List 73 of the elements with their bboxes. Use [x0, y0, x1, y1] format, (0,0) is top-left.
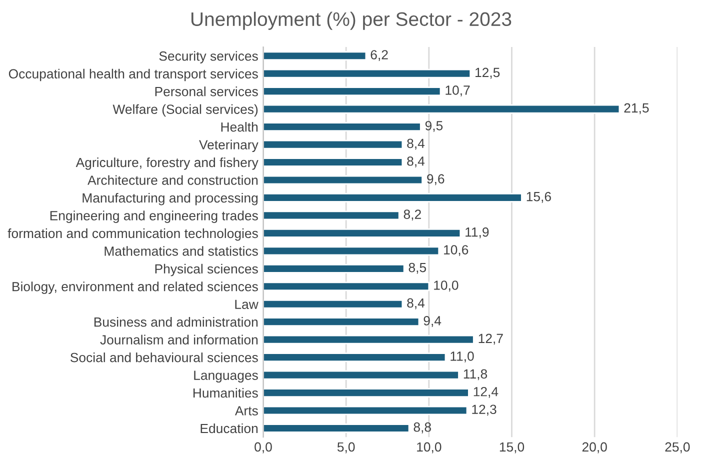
- y-tick-label: Health: [221, 122, 258, 132]
- data-label: 15,6: [526, 192, 551, 203]
- y-tick-label: Biology, environment and related sciences: [12, 282, 258, 294]
- bar: [263, 228, 462, 238]
- bar: [263, 104, 620, 114]
- bar: [263, 388, 470, 398]
- y-tick-label: Journalism and information: [100, 334, 258, 344]
- bar: [263, 282, 430, 292]
- bar: [263, 246, 440, 256]
- bar: [263, 175, 423, 185]
- y-tick-label: Personal services: [155, 86, 258, 96]
- data-label: 8,4: [407, 138, 425, 150]
- y-tick-label: Engineering and engineering trades: [50, 210, 258, 223]
- bar: [263, 193, 522, 202]
- data-label: 11,8: [464, 369, 488, 380]
- x-tick-label: 5,0: [337, 442, 355, 454]
- y-tick-label: Mathematics and statistics: [104, 246, 258, 256]
- data-label: 8,4: [407, 156, 425, 168]
- y-tick-label: Humanities: [193, 388, 258, 398]
- y-tick-label: Social and behavioural sciences: [70, 352, 258, 362]
- data-label: 12,3: [472, 404, 496, 416]
- y-tick-label: Architecture and construction: [88, 175, 258, 185]
- data-label: 8,4: [407, 298, 425, 310]
- data-label: 11,9: [466, 227, 489, 238]
- bar: [263, 264, 405, 274]
- bar: [263, 352, 446, 362]
- data-label: 10,0: [434, 280, 458, 292]
- data-label: 8,5: [408, 262, 426, 274]
- data-label: 11,0: [450, 352, 474, 362]
- data-label: 6,2: [370, 50, 388, 61]
- x-tick-label: 0,0: [254, 442, 272, 454]
- data-label: 9,4: [424, 316, 442, 327]
- data-label: 8,8: [414, 422, 431, 434]
- y-tick-label: formation and communication technologies: [8, 228, 258, 241]
- y-tick-label: Security services: [159, 51, 258, 64]
- data-label: 9,6: [427, 174, 444, 186]
- data-label: 12,4: [474, 386, 498, 398]
- x-tick-label: 15,0: [500, 442, 524, 454]
- y-tick-label: Veterinary: [199, 140, 258, 152]
- bar: [263, 317, 420, 327]
- bar: [263, 68, 472, 78]
- x-tick-label: 25,0: [665, 442, 690, 454]
- data-label: 10,7: [446, 86, 470, 96]
- data-label: 8,2: [404, 210, 421, 221]
- y-tick-label: Agriculture, forestry and fishery: [76, 157, 258, 170]
- y-tick-label: Occupational health and transport services: [8, 68, 258, 82]
- bar: [263, 210, 400, 220]
- x-tick-label: 10,0: [417, 442, 442, 454]
- bar: [263, 299, 404, 309]
- bar: [263, 122, 422, 132]
- x-tick-label: 20,0: [582, 442, 607, 454]
- y-tick-label: Education: [200, 423, 258, 434]
- data-label: 12,5: [476, 68, 500, 79]
- bar: [263, 370, 460, 380]
- bar: [263, 334, 474, 344]
- y-tick-label: Arts: [234, 406, 258, 416]
- chart-title: Unemployment (%) per Sector - 2023: [191, 12, 512, 30]
- bar: [263, 140, 404, 150]
- y-tick-label: Law: [235, 300, 258, 310]
- data-label: 12,7: [478, 334, 503, 345]
- data-label: 21,5: [624, 103, 649, 114]
- y-tick-label: Manufacturing and processing: [82, 192, 258, 206]
- bar: [263, 86, 442, 96]
- data-label: 10,6: [444, 245, 468, 256]
- y-tick-label: Welfare (Social services): [112, 104, 258, 117]
- bar: [263, 158, 404, 167]
- y-tick-label: Physical sciences: [155, 264, 258, 276]
- bar: [263, 406, 468, 416]
- y-tick-label: Languages: [194, 370, 258, 383]
- bar: [263, 51, 367, 61]
- y-tick-label: Business and administration: [94, 317, 258, 327]
- data-label: 9,5: [425, 120, 443, 132]
- bar: [263, 424, 410, 433]
